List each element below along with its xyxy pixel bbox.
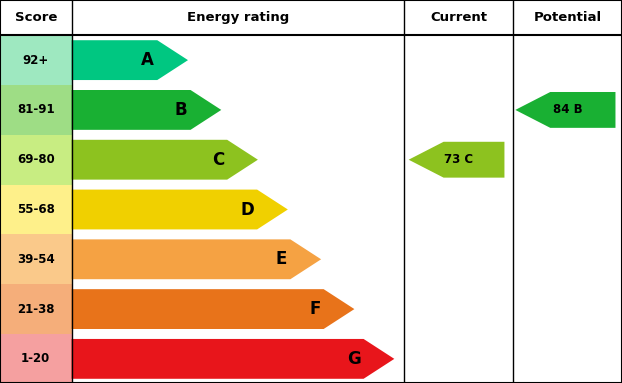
- Text: G: G: [346, 350, 361, 368]
- Polygon shape: [409, 142, 504, 178]
- Bar: [0, 234, 72, 284]
- Text: 84 B: 84 B: [553, 103, 583, 116]
- Polygon shape: [72, 40, 188, 80]
- Text: Score: Score: [14, 11, 57, 24]
- Bar: [0, 85, 72, 135]
- Text: 92+: 92+: [22, 54, 49, 67]
- Text: 55-68: 55-68: [17, 203, 55, 216]
- Bar: [0, 185, 72, 234]
- Polygon shape: [72, 339, 394, 379]
- Text: F: F: [309, 300, 320, 318]
- Polygon shape: [72, 190, 288, 229]
- Text: Potential: Potential: [534, 11, 601, 24]
- Polygon shape: [72, 289, 355, 329]
- Text: D: D: [240, 201, 254, 218]
- Text: C: C: [212, 151, 224, 169]
- Bar: [0, 135, 72, 185]
- Text: 21-38: 21-38: [17, 303, 55, 316]
- Polygon shape: [72, 90, 221, 130]
- Text: A: A: [141, 51, 154, 69]
- Text: Energy rating: Energy rating: [187, 11, 289, 24]
- Polygon shape: [72, 140, 258, 180]
- Text: E: E: [276, 250, 287, 268]
- Text: B: B: [175, 101, 187, 119]
- Bar: [0, 334, 72, 383]
- Bar: [0, 35, 72, 85]
- Polygon shape: [515, 92, 615, 128]
- Text: 73 C: 73 C: [444, 153, 473, 166]
- Polygon shape: [72, 239, 321, 279]
- Text: Current: Current: [430, 11, 487, 24]
- Text: 69-80: 69-80: [17, 153, 55, 166]
- Text: 81-91: 81-91: [17, 103, 55, 116]
- Bar: [0, 284, 72, 334]
- Text: 39-54: 39-54: [17, 253, 55, 266]
- Text: 1-20: 1-20: [21, 352, 50, 365]
